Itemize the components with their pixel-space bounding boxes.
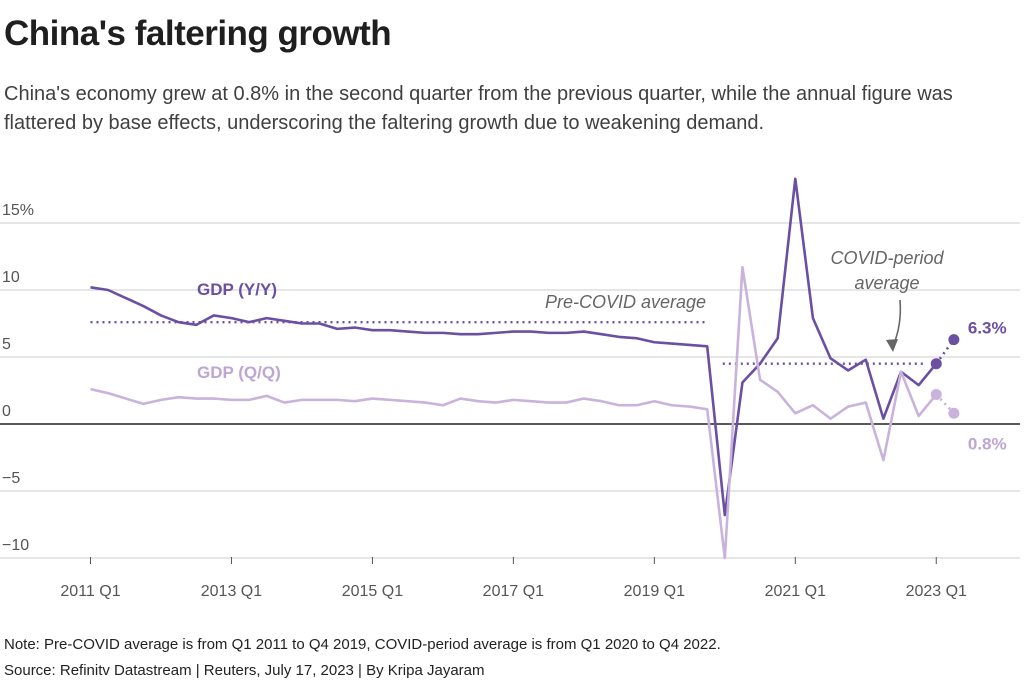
point-marker [948,407,960,419]
chart-title: China's faltering growth [4,14,392,53]
x-tick-label: 2021 Q1 [765,583,826,600]
covid-average-label: average [854,273,919,293]
x-tick-label: 2011 Q1 [60,583,120,600]
gdp-line-chart: 15% 10 5 0 −5 −10 2011 Q1 2013 Q1 2015 Q1 2017 Q1… [0,177,1020,600]
chart-subtitle: China's economy grew at 0.8% in the seco… [4,83,953,134]
point-marker [948,334,960,346]
y-tick-label: 0 [2,403,11,420]
x-tick-label: 2019 Q1 [624,583,685,600]
x-tick-label: 2017 Q1 [483,583,544,600]
point-marker [930,358,942,370]
source-line: Source: Refinitv Datastream | Reuters, J… [4,662,485,679]
end-value-label: 0.8% [968,434,1007,453]
series-line-qq [90,265,938,560]
precovid-average-label: Pre-COVID average [545,292,706,312]
label-layer: 6.3% 0.8% GDP (Y/Y) GDP (Q/Q) Pre-COVID aver… [197,248,1007,453]
series-label-qq: GDP (Q/Q) [197,363,281,382]
y-tick-label: −10 [2,537,29,554]
y-tick-label: 15% [2,202,34,219]
covid-average-label: COVID-period [830,248,944,268]
x-tick-label: 2023 Q1 [906,583,967,600]
series-line-yy [90,177,938,517]
point-marker [930,389,942,401]
x-tick-label: 2013 Q1 [201,583,262,600]
arrow-head-icon [886,339,898,352]
y-tick-label: 5 [2,336,11,353]
grid-layer: 15% 10 5 0 −5 −10 2011 Q1 2013 Q1 2015 Q1 2017 Q1… [0,202,1020,600]
y-tick-label: 10 [2,269,20,286]
footnote: Note: Pre-COVID average is from Q1 2011 … [4,636,721,653]
end-value-label: 6.3% [968,319,1007,338]
y-tick-label: −5 [2,470,20,487]
x-tick-label: 2015 Q1 [342,583,403,600]
series-layer [90,177,960,560]
forecast-segment-qq [935,393,955,415]
annotation-arrow [892,299,902,347]
series-label-yy: GDP (Y/Y) [197,280,277,299]
